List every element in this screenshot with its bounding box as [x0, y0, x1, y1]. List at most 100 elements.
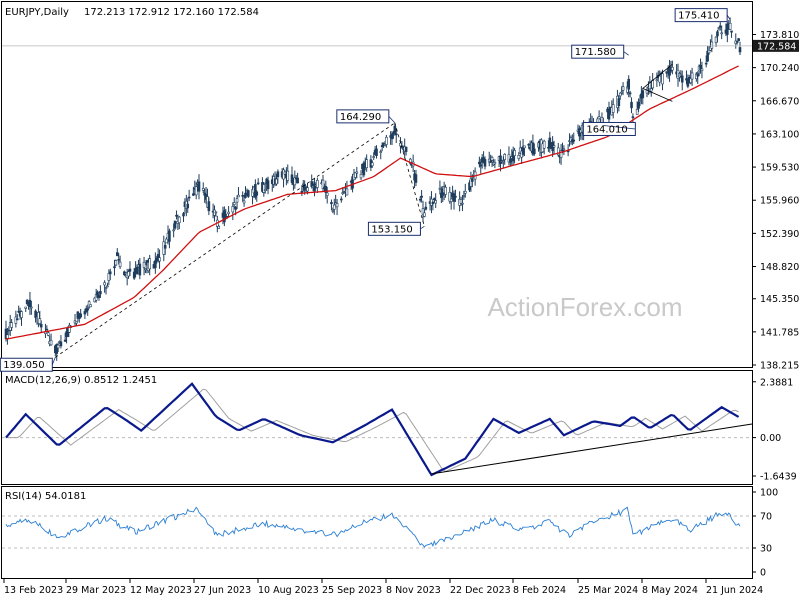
candle-body — [341, 192, 345, 194]
candle-body — [559, 150, 563, 158]
candle-body — [45, 328, 49, 331]
candle-body — [635, 109, 639, 115]
candle-body — [423, 212, 426, 217]
candle-body — [493, 162, 497, 165]
candle-body — [118, 261, 122, 268]
time-tick-label: 10 Aug 2023 — [258, 585, 319, 596]
candle-body — [10, 322, 13, 328]
candle-body — [728, 22, 732, 30]
candle-body — [175, 214, 178, 217]
candle-body — [716, 31, 719, 37]
candle-body — [696, 73, 700, 77]
candle-body — [135, 267, 139, 275]
candle-body — [304, 185, 308, 188]
time-tick-label: 29 Mar 2023 — [66, 585, 126, 596]
candle-body — [359, 173, 363, 179]
candle-body — [393, 125, 397, 134]
candle-body — [618, 92, 622, 97]
candle-body — [6, 334, 9, 339]
candle-body — [117, 259, 121, 261]
candle-body — [449, 198, 453, 203]
level-label: 153.150 — [371, 224, 412, 235]
candle-body — [187, 196, 191, 199]
candle-body — [431, 201, 435, 205]
candle-body — [49, 339, 53, 346]
candle-body — [97, 294, 101, 298]
candle-body — [637, 102, 640, 109]
macd-trendline — [431, 423, 753, 475]
candle-body — [197, 181, 201, 192]
rsi-line — [5, 506, 741, 548]
candle-body — [86, 308, 90, 311]
candle-body — [730, 30, 733, 33]
candle-body — [255, 191, 259, 196]
candle-body — [241, 194, 244, 197]
rsi-tick-label: 70 — [760, 512, 772, 523]
candle-body — [710, 41, 714, 49]
candle-body — [706, 50, 709, 62]
candle-body — [108, 271, 112, 275]
time-tick-label: 25 Sep 2023 — [322, 585, 382, 596]
candle-body — [631, 116, 635, 119]
candle-body — [459, 199, 463, 204]
candle-body — [661, 73, 664, 85]
candle-body — [509, 158, 512, 163]
candle-body — [107, 273, 111, 281]
candle-body — [463, 191, 467, 194]
candle-body — [342, 187, 346, 192]
candle-body — [679, 74, 683, 76]
candle-body — [114, 260, 118, 266]
wave-line — [642, 88, 673, 102]
time-tick-label: 21 Jun 2024 — [706, 585, 763, 596]
candle-body — [552, 145, 556, 148]
candle-body — [207, 201, 211, 212]
candle-body — [671, 66, 674, 71]
symbol-label: EURJPY,Daily — [5, 7, 69, 18]
candle-body — [737, 38, 740, 42]
candle-body — [20, 311, 23, 318]
candle-body — [720, 32, 723, 35]
candle-body — [158, 257, 161, 262]
candle-body — [56, 344, 60, 349]
candle-body — [263, 188, 267, 191]
wave-line — [642, 63, 673, 89]
time-tick-label: 12 May 2023 — [130, 585, 192, 596]
candle-body — [404, 146, 408, 152]
candle-body — [234, 207, 237, 210]
candle-body — [144, 268, 147, 271]
price-tick-label: 138.215 — [760, 361, 799, 372]
level-label-leader — [420, 225, 425, 230]
candle-body — [244, 192, 247, 198]
candle-body — [38, 318, 42, 325]
candle-body — [138, 263, 142, 276]
candle-body — [655, 79, 659, 82]
rsi-title: RSI(14) 54.0181 — [5, 491, 86, 502]
candle-body — [214, 211, 218, 214]
candle-body — [351, 176, 354, 189]
candle-body — [355, 171, 359, 174]
candle-body — [665, 71, 669, 74]
candle-body — [182, 213, 185, 217]
level-label-leader — [726, 14, 731, 20]
macd-line — [5, 382, 740, 477]
candle-body — [379, 151, 383, 153]
candle-body — [256, 182, 260, 185]
candle-body — [638, 99, 642, 102]
price-axis: 173.810 170.240 166.670 163.100 159.530 155.9… — [752, 30, 799, 372]
candle-body — [621, 86, 625, 91]
candle-body — [113, 266, 116, 269]
candle-body — [154, 260, 157, 269]
level-label: 139.050 — [3, 360, 44, 371]
candle-body — [127, 271, 130, 277]
candle-body — [194, 186, 198, 196]
candle-body — [168, 230, 171, 242]
candle-body — [325, 192, 329, 196]
price-tick-label: 145.350 — [760, 294, 799, 305]
candle-body — [490, 156, 494, 161]
rsi-panel — [1, 486, 753, 579]
candle-body — [517, 155, 521, 159]
time-tick-label: 27 Jun 2023 — [194, 585, 251, 596]
rsi-tick-label: 100 — [760, 488, 778, 499]
candle-body — [340, 198, 343, 201]
